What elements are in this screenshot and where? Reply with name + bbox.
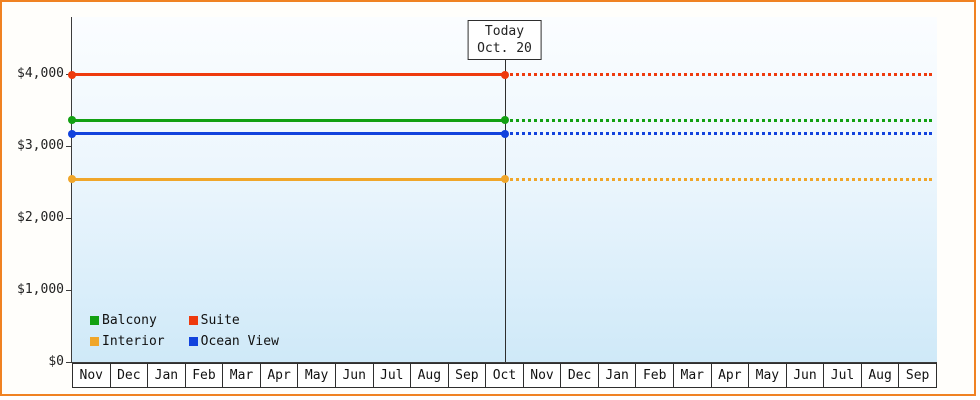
month-cell: Sep [447, 363, 487, 388]
y-axis-tick-mark [66, 218, 72, 219]
month-cell: Jun [785, 363, 825, 388]
month-cell: Mar [673, 363, 712, 388]
month-cell: Nov [522, 363, 562, 388]
month-cell: Apr [710, 363, 750, 388]
month-cell: Jun [334, 363, 374, 388]
price-line-dotted-balcony [504, 118, 932, 122]
month-cell: Jan [147, 363, 186, 388]
price-dot-start [68, 129, 76, 138]
price-line-solid-ocean-view [72, 132, 505, 136]
legend-item-ocean-view: Ocean View [188, 334, 279, 349]
price-line-dotted-ocean-view [504, 132, 932, 136]
legend-item-suite: Suite [188, 313, 279, 328]
legend-swatch-icon [188, 316, 198, 325]
y-axis-line [71, 17, 72, 362]
y-axis-tick-label: $2,000 [17, 210, 64, 225]
today-line [505, 58, 506, 362]
price-dot-today [500, 116, 509, 125]
today-title: Today [484, 24, 525, 39]
y-axis-tick-label: $0 [48, 354, 64, 369]
x-axis-month-labels: Nov Dec Jan Feb Mar Apr May Jun Jul Aug Sep Oct Nov D… [72, 363, 937, 388]
price-dot-today [500, 70, 509, 79]
month-cell: Aug [410, 363, 449, 388]
price-line-dotted-interior [504, 177, 932, 181]
price-line-solid-balcony [72, 118, 505, 122]
legend-label: Suite [200, 313, 240, 328]
month-cell: May [748, 363, 787, 388]
month-cell: Aug [860, 363, 900, 388]
y-axis-tick-label: $3,000 [17, 138, 64, 153]
y-axis-tick-label: $1,000 [17, 282, 64, 297]
today-date: Oct. 20 [477, 41, 532, 56]
y-axis-tick-mark [66, 146, 72, 147]
y-axis-tick-label: $4,000 [17, 66, 64, 81]
price-line-solid-suite [72, 73, 505, 77]
month-cell: Mar [222, 363, 261, 388]
legend-label: Ocean View [200, 334, 279, 349]
month-cell: Feb [184, 363, 224, 388]
legend-swatch-icon [90, 337, 99, 346]
month-cell: Jul [372, 363, 412, 388]
month-cell: Oct [485, 363, 524, 388]
today-label-box: Today Oct. 20 [467, 20, 542, 60]
month-cell: Dec [109, 363, 149, 388]
price-dot-today [500, 129, 509, 138]
y-axis-tick-mark [66, 362, 72, 363]
legend: Balcony Suite Interior Ocean View [90, 313, 279, 349]
month-cell: Jul [823, 363, 862, 388]
price-line-solid-interior [72, 177, 505, 181]
y-axis-tick-mark [66, 290, 72, 291]
month-cell: Sep [898, 363, 937, 388]
x-axis-line [71, 362, 937, 363]
price-dot-start [68, 70, 76, 79]
price-line-dotted-suite [504, 73, 932, 77]
price-dot-start [68, 116, 76, 125]
legend-label: Interior [102, 334, 165, 349]
month-cell: Dec [560, 363, 599, 388]
month-cell: Apr [259, 363, 299, 388]
month-cell: Jan [597, 363, 637, 388]
month-cell: May [297, 363, 336, 388]
legend-swatch-icon [90, 316, 99, 325]
month-cell: Feb [635, 363, 674, 388]
legend-item-interior: Interior [90, 334, 165, 349]
legend-label: Balcony [102, 313, 157, 328]
legend-swatch-icon [188, 337, 198, 346]
legend-item-balcony: Balcony [90, 313, 165, 328]
month-cell: Nov [72, 363, 111, 388]
price-dot-today [500, 175, 509, 184]
price-dot-start [68, 175, 76, 184]
